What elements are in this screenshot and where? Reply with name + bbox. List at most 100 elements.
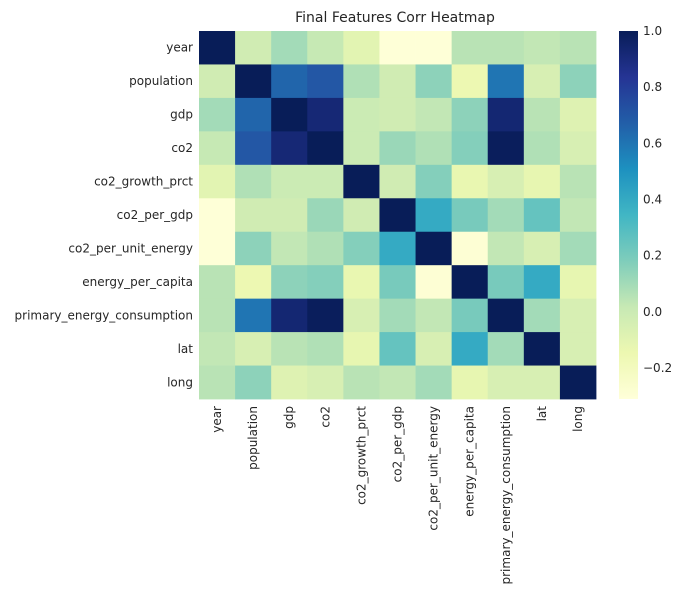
heatmap-cell [307,231,344,266]
heatmap-cell [343,365,380,400]
heatmap-cell [307,365,344,400]
heatmap-cell [343,131,380,166]
colorbar-tick-label: 0.8 [643,80,662,94]
heatmap-cell [523,198,561,233]
heatmap-cell [307,131,344,166]
heatmap-cell [307,198,344,233]
colorbar-tick-label: 1.0 [643,24,662,38]
heatmap-cell [235,31,272,65]
colorbar-tick-label: 0.4 [643,193,662,207]
y-tick-label: lat [178,342,194,356]
y-tick-label: long [167,375,193,389]
x-tick-label: co2_per_unit_energy [427,406,441,531]
heatmap-cell [559,164,597,199]
heatmap-cell [451,298,489,333]
heatmap-cell [199,131,236,166]
y-tick-label: energy_per_capita [82,275,193,289]
x-axis-tick-labels: year population gdp co2 co2_growth_prct co2_p… [210,406,585,585]
colorbar-tick-labels: 1.0 0.8 0.6 0.4 0.2 0.0 −0.2 [643,24,672,375]
heatmap-cell [271,265,308,300]
y-tick-label: population [129,74,193,88]
heatmap-cell [487,198,525,233]
heatmap-cell [271,365,308,400]
x-tick-label: gdp [282,406,296,429]
heatmap-cell [523,332,561,366]
heatmap-cell [523,265,561,300]
heatmap-cell [379,298,416,333]
y-tick-label: primary_energy_consumption [15,308,193,322]
heatmap-cell [487,365,525,400]
heatmap-cell [379,365,416,400]
heatmap-cell [523,31,561,65]
heatmap-cell [307,332,344,366]
heatmap-cell [235,365,272,400]
heatmap-cell [199,164,236,199]
heatmap-cell [559,298,597,333]
heatmap-cell [487,265,525,300]
heatmap-cell [559,198,597,233]
heatmap-cell [271,64,308,99]
heatmap-cell [199,64,236,99]
y-tick-label: year [166,41,193,55]
heatmap-cell [559,131,597,166]
heatmap-cell [235,332,272,366]
heatmap-cell [235,97,272,132]
heatmap-cell [307,31,344,65]
heatmap-cell [523,97,561,132]
heatmap-cell [307,298,344,333]
colorbar [619,31,638,399]
heatmap-cell [451,97,489,132]
heatmap-cell [343,265,380,300]
x-tick-label: co2_per_gdp [391,406,405,482]
heatmap-cell [559,231,597,266]
heatmap-cell [343,332,380,366]
heatmap-cell [235,131,272,166]
heatmap-cell [307,164,344,199]
heatmap-cell [415,31,453,65]
chart-title: Final Features Corr Heatmap [295,10,495,26]
colorbar-tick-label: 0.2 [643,249,662,263]
heatmap-cell [343,198,380,233]
heatmap-cell [415,332,453,366]
heatmap-cell [415,298,453,333]
heatmap-cell [523,231,561,266]
heatmap-cell [235,265,272,300]
heatmap-cell [199,97,236,132]
heatmap-cell [235,231,272,266]
heatmap-cell [451,64,489,99]
x-tick-label: long [571,406,585,432]
heatmap-cell [199,298,236,333]
heatmap-cell [487,131,525,166]
heatmap-cell [343,31,380,65]
heatmap-cell [271,231,308,266]
heatmap-cell [307,97,344,132]
y-tick-label: co2 [171,141,193,155]
heatmap-cell [199,231,236,266]
heatmap-cell [379,164,416,199]
heatmap-cell [451,31,489,65]
heatmap-cell [343,298,380,333]
heatmap-cell [487,332,525,366]
heatmap-cell [415,131,453,166]
heatmap-cell [487,64,525,99]
heatmap-cell [487,97,525,132]
heatmap-cells [199,31,597,400]
colorbar-tick-label: 0.0 [643,305,662,319]
heatmap-cell [379,332,416,366]
colorbar-tick-label: −0.2 [643,361,672,375]
heatmap-cell [487,298,525,333]
colorbar-tick-label: 0.6 [643,136,662,150]
heatmap-cell [523,365,561,400]
y-tick-label: co2_per_unit_energy [68,241,193,255]
x-tick-label: co2 [318,406,332,428]
heatmap-cell [451,265,489,300]
heatmap-cell [271,298,308,333]
heatmap-cell [271,131,308,166]
heatmap-cell [271,31,308,65]
heatmap-cell [379,64,416,99]
heatmap-cell [451,365,489,400]
heatmap-cell [415,265,453,300]
x-tick-label: energy_per_capita [463,406,477,517]
x-tick-label: lat [535,406,549,422]
heatmap-cell [415,64,453,99]
